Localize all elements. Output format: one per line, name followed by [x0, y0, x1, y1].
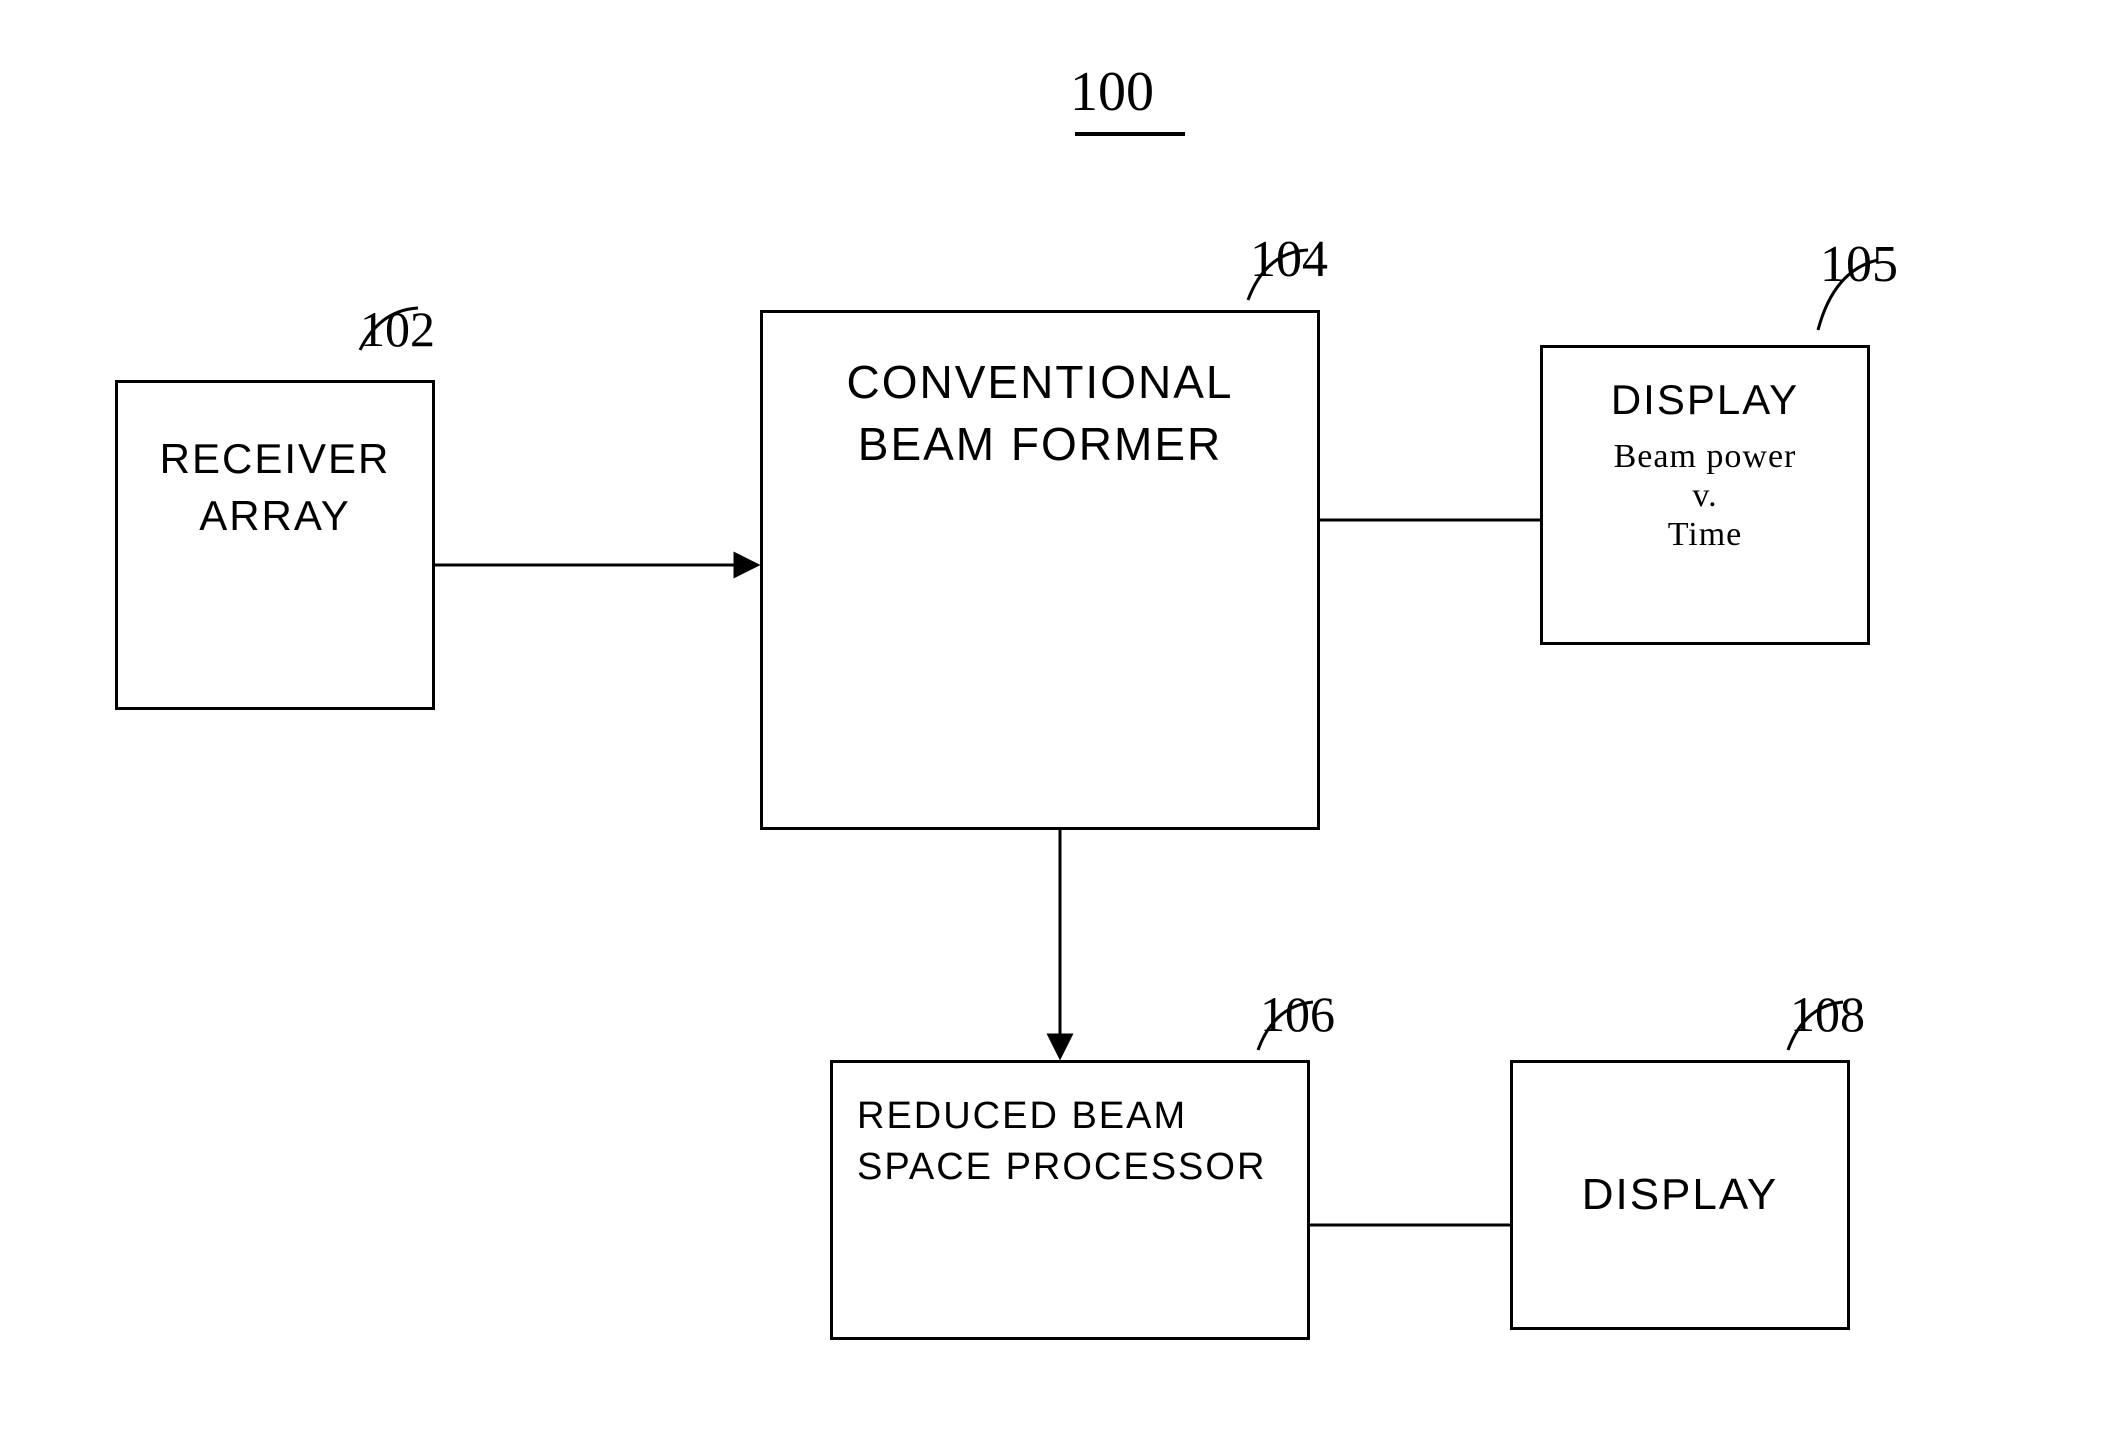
node-label: Conventional	[847, 356, 1234, 408]
node-subtext: v.	[1692, 477, 1717, 514]
ref-102: 102	[360, 300, 435, 358]
node-display-beam-power: Display Beam power v. Time	[1540, 345, 1870, 645]
node-label: Beam Former	[858, 418, 1222, 470]
node-receiver-array: Receiver Array	[115, 380, 435, 710]
node-reduced-beam-space-processor: Reduced Beam Space Processor	[830, 1060, 1310, 1340]
node-label: Array	[199, 492, 351, 539]
diagram-canvas: 100 Receiver Array Conventional Beam For…	[0, 0, 2115, 1456]
ref-105: 105	[1820, 235, 1898, 294]
node-conventional-beam-former: Conventional Beam Former	[760, 310, 1320, 830]
ref-108: 108	[1790, 985, 1865, 1043]
ref-104: 104	[1250, 230, 1328, 289]
node-subtext: Time	[1668, 516, 1743, 553]
node-label: Display	[1611, 376, 1799, 423]
node-subtext: Beam power	[1614, 438, 1797, 475]
node-label: Receiver	[160, 435, 391, 482]
ref-106: 106	[1260, 985, 1335, 1043]
node-label: Space Processor	[857, 1146, 1266, 1188]
diagram-ref-number: 100	[1070, 60, 1154, 124]
node-label: Display	[1582, 1170, 1779, 1219]
node-display-2: Display	[1510, 1060, 1850, 1330]
diagram-ref-underline	[1075, 132, 1185, 136]
node-label: Reduced Beam	[857, 1095, 1187, 1137]
